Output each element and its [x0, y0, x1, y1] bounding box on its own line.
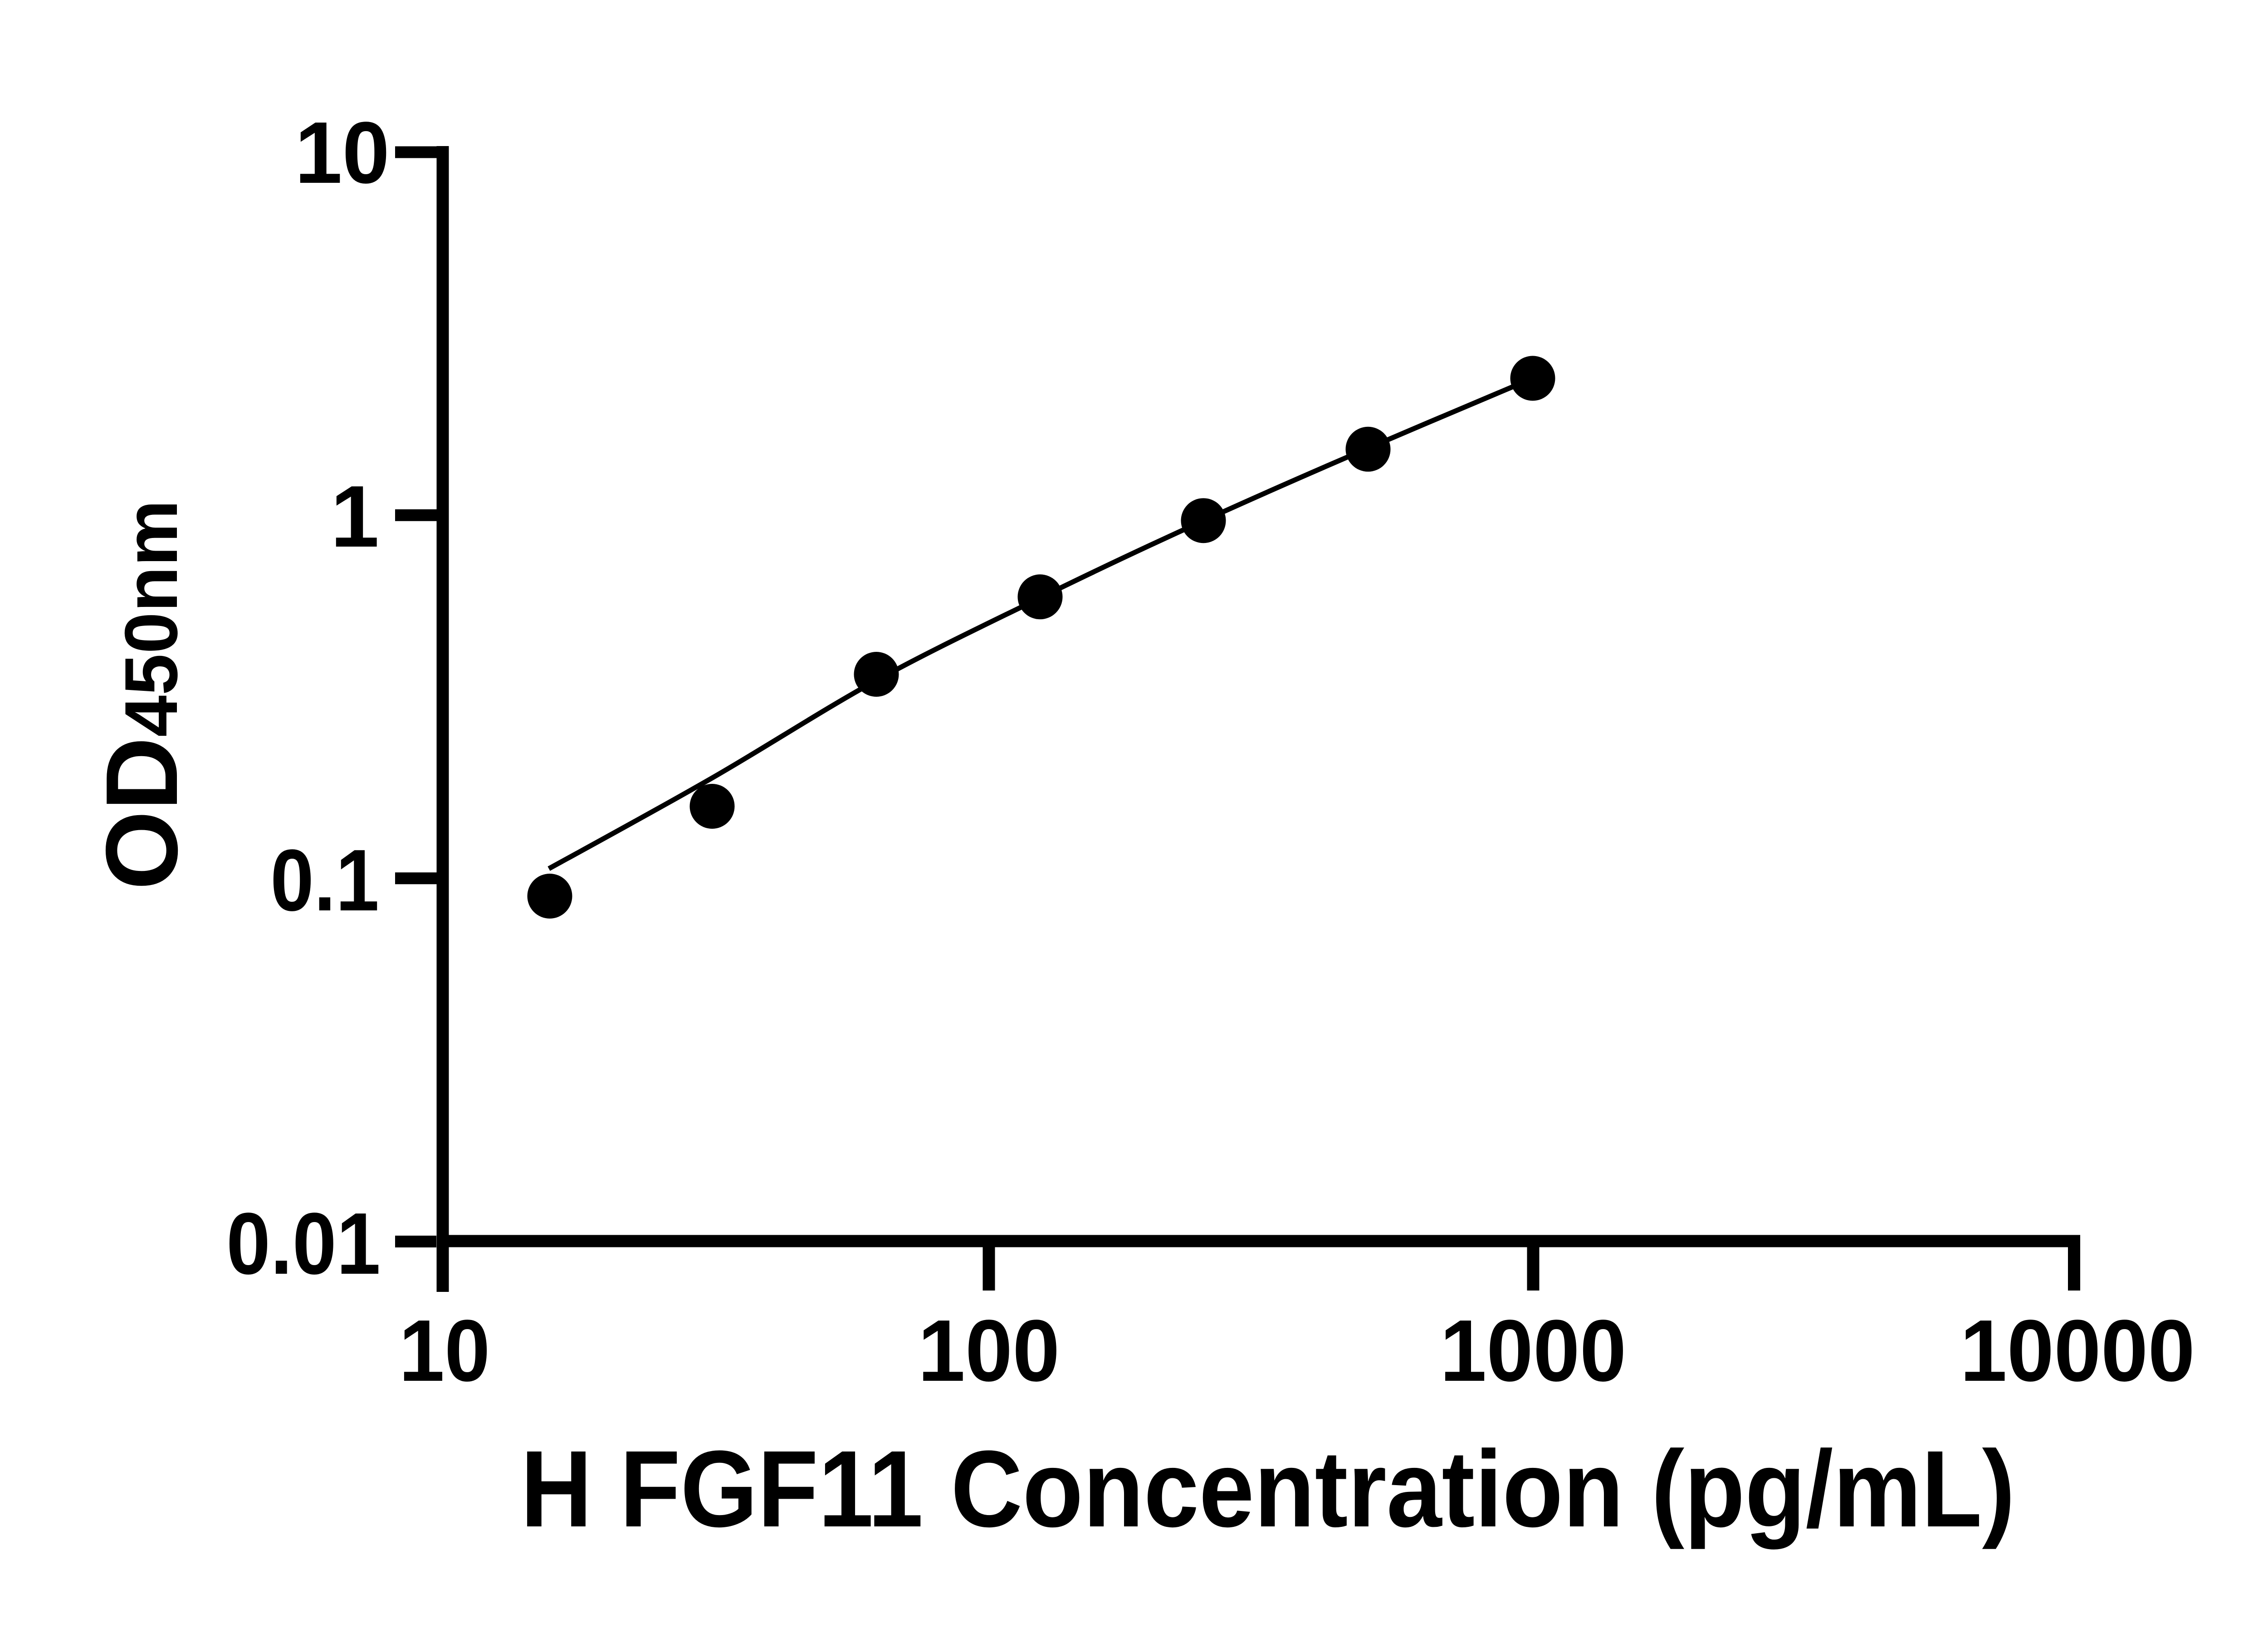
svg-text:100: 100: [918, 1301, 1060, 1399]
svg-text:0.01: 0.01: [226, 1194, 381, 1292]
svg-text:1: 1: [331, 467, 379, 565]
svg-text:1000: 1000: [1440, 1301, 1627, 1399]
svg-text:OD450nm: OD450nm: [84, 500, 199, 890]
svg-text:10: 10: [295, 103, 390, 201]
svg-text:10000: 10000: [1960, 1301, 2195, 1399]
svg-text:0.1: 0.1: [270, 831, 379, 929]
svg-text:H FGF11 Concentration (pg/mL): H FGF11 Concentration (pg/mL): [521, 1428, 2015, 1550]
svg-text:10: 10: [399, 1301, 490, 1399]
